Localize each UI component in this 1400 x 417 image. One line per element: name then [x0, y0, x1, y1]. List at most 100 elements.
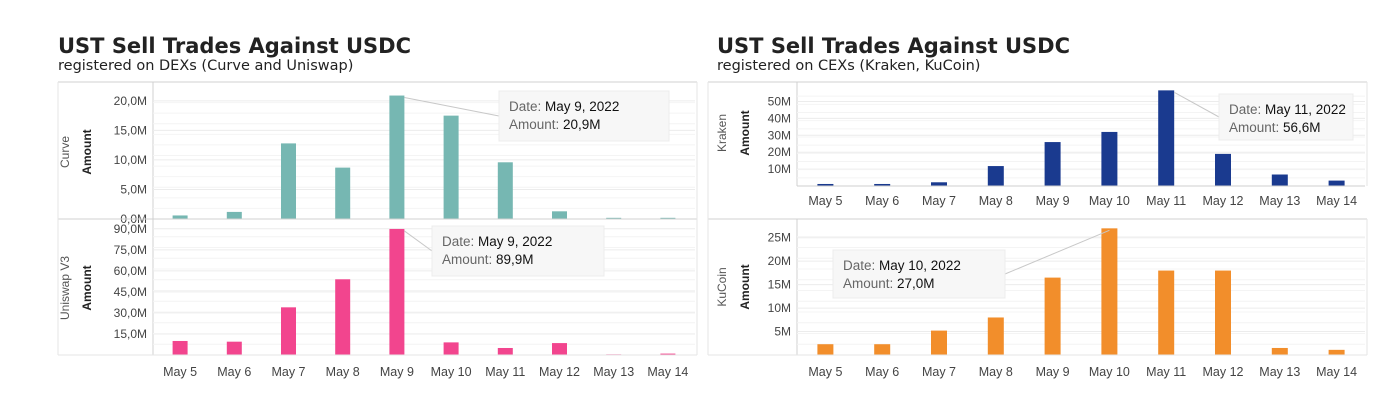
left-bottom-bar	[335, 279, 351, 355]
right-bottom-y-tick-label: 20M	[768, 254, 791, 268]
right-top-bar	[1271, 174, 1288, 186]
left-bottom-y-tick-label: 30,0M	[114, 306, 147, 320]
left-top-bar	[552, 211, 567, 219]
left-bottom-bar	[389, 228, 405, 355]
tooltip-amount-label: Amount:	[1229, 120, 1283, 135]
right-chart-subtitle: registered on CEXs (Kraken, KuCoin)	[717, 58, 980, 74]
right-top-x-tick-label: May 6	[865, 194, 899, 208]
right-bottom-y-tick-label: 5M	[774, 325, 791, 339]
left-bottom-row-label: Uniswap V3	[58, 256, 72, 320]
tooltip-amount-value: 56,6M	[1283, 120, 1321, 135]
left-bottom-x-tick-label: May 5	[163, 365, 197, 379]
right-bottom-bar	[1158, 270, 1175, 355]
right-top-bar	[1158, 90, 1175, 186]
right-top-x-tick-label: May 10	[1089, 194, 1130, 208]
right-top-x-tick-label: May 9	[1036, 194, 1070, 208]
right-top-ylabel: Amount	[738, 110, 752, 155]
right-bottom-bar	[1328, 349, 1345, 355]
right-bottom-bar	[1215, 270, 1231, 355]
left-top-y-tick-label: 20,0M	[114, 94, 147, 108]
left-bottom-y-tick-label: 75,0M	[114, 243, 147, 257]
right-bottom-x-tick-label: May 12	[1203, 365, 1244, 379]
left-top-y-tick-label: 15,0M	[114, 123, 147, 137]
tooltip-date-label: Date:	[442, 234, 478, 249]
right-top-tooltip-amount: Amount: 56,6M	[1229, 120, 1321, 135]
tooltip-amount-label: Amount:	[509, 117, 563, 132]
right-bottom-y-tick-label: 15M	[768, 278, 791, 292]
left-bottom-bar	[281, 307, 296, 355]
right-top-x-tick-label: May 14	[1316, 194, 1357, 208]
tooltip-amount-value: 89,9M	[496, 252, 534, 267]
right-bottom-x-tick-label: May 5	[808, 365, 842, 379]
left-bottom-bar	[497, 347, 513, 355]
left-top-ylabel: Amount	[80, 129, 94, 174]
tooltip-date-label: Date:	[843, 258, 879, 273]
tooltip-amount-label: Amount:	[843, 276, 897, 291]
left-top-tooltip-amount: Amount: 20,9M	[509, 117, 601, 132]
left-top-bar	[172, 215, 188, 219]
right-top-tooltip-box	[1218, 93, 1354, 141]
right-bottom-x-tick-label: May 9	[1036, 365, 1070, 379]
left-top-row-label: Curve	[58, 136, 72, 168]
right-top-bar	[987, 166, 1004, 186]
left-bottom-tooltip-leader	[404, 230, 433, 252]
right-top-bar	[1101, 131, 1118, 186]
right-bottom-row-label: KuCoin	[715, 267, 729, 306]
right-top-bar	[874, 183, 891, 186]
right-bottom-bar	[1271, 347, 1288, 355]
right-bottom-bar	[874, 344, 891, 355]
left-bottom-tooltip-date: Date: May 9, 2022	[442, 234, 552, 249]
left-bottom-x-tick-label: May 8	[326, 365, 360, 379]
right-bottom-bar	[817, 344, 834, 355]
tooltip-amount-value: 20,9M	[563, 117, 601, 132]
right-bottom-x-tick-label: May 6	[865, 365, 899, 379]
left-bottom-x-tick-label: May 14	[647, 365, 688, 379]
left-top-tooltip-date: Date: May 9, 2022	[509, 99, 619, 114]
tooltip-date-value: May 9, 2022	[545, 99, 619, 114]
left-top-bar	[497, 162, 513, 219]
right-bottom-x-tick-label: May 11	[1146, 365, 1186, 379]
right-top-bar	[1215, 153, 1231, 186]
right-top-y-tick-label: 40M	[768, 111, 791, 125]
left-bottom-bar	[443, 342, 459, 355]
right-bottom-x-tick-label: May 7	[922, 365, 956, 379]
left-bottom-bar	[172, 340, 188, 355]
right-top-bar	[1328, 180, 1345, 186]
right-top-tooltip-leader	[1173, 91, 1220, 118]
left-bottom-ylabel: Amount	[80, 265, 94, 310]
left-bottom-y-tick-label: 15,0M	[114, 327, 147, 341]
left-bottom-bar	[552, 343, 567, 355]
left-bottom-y-tick-label: 45,0M	[114, 285, 147, 299]
right-top-bar	[1044, 142, 1061, 186]
left-bottom-bar	[660, 353, 676, 355]
right-top-y-tick-label: 20M	[768, 145, 791, 159]
left-top-bar	[660, 217, 676, 219]
left-bottom-y-tick-label: 90,0M	[114, 222, 147, 236]
right-bottom-x-tick-label: May 13	[1259, 365, 1300, 379]
right-top-x-tick-label: May 11	[1146, 194, 1186, 208]
left-top-bar	[335, 167, 351, 219]
right-bottom-tooltip-amount: Amount: 27,0M	[843, 276, 935, 291]
left-bottom-x-tick-label: May 12	[539, 365, 580, 379]
left-bottom-x-tick-label: May 9	[380, 365, 414, 379]
tooltip-date-value: May 11, 2022	[1265, 102, 1346, 117]
right-top-y-tick-label: 50M	[768, 95, 791, 109]
right-bottom-ylabel: Amount	[738, 264, 752, 309]
right-top-bar	[931, 182, 947, 186]
left-bottom-x-tick-label: May 6	[217, 365, 251, 379]
tooltip-date-value: May 9, 2022	[478, 234, 552, 249]
left-chart-subtitle: registered on DEXs (Curve and Uniswap)	[58, 58, 353, 74]
right-bottom-tooltip-date: Date: May 10, 2022	[843, 258, 961, 273]
right-bottom-tooltip-leader	[1004, 229, 1110, 275]
left-top-bar	[226, 211, 242, 219]
left-top-bar	[606, 217, 622, 219]
right-bottom-bar	[931, 330, 947, 355]
right-bottom-tooltip-box	[832, 249, 1006, 299]
left-bottom-y-tick-label: 60,0M	[114, 264, 147, 278]
right-top-x-tick-label: May 8	[979, 194, 1013, 208]
right-bottom-bar	[1101, 228, 1118, 355]
left-top-bar	[389, 95, 405, 219]
right-bottom-x-tick-label: May 8	[979, 365, 1013, 379]
tooltip-date-label: Date:	[509, 99, 545, 114]
